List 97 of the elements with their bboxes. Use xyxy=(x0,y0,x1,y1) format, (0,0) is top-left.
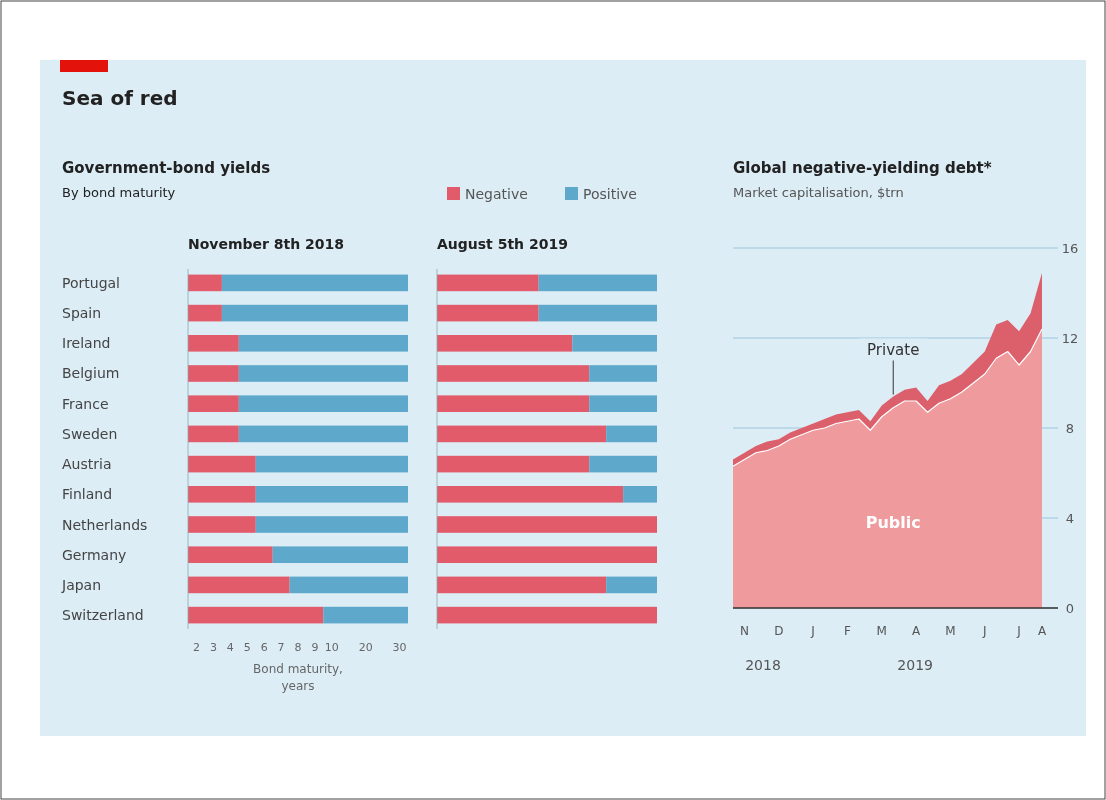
x-tick-label: M xyxy=(945,624,956,638)
bar xyxy=(437,365,590,382)
bar xyxy=(437,455,590,473)
series-label: Public xyxy=(865,512,921,532)
x-tick-label: D xyxy=(774,624,784,638)
text: 3 xyxy=(209,641,217,654)
text: Government-bond yields xyxy=(62,159,271,177)
bar xyxy=(255,486,408,503)
bar xyxy=(437,546,657,564)
bar xyxy=(437,606,657,624)
x-tick-label: A xyxy=(912,624,921,638)
y-tick-label: Spain xyxy=(62,305,102,322)
bar xyxy=(221,304,408,322)
x-tick-label: J xyxy=(1016,624,1021,638)
text: Sea of red xyxy=(62,86,178,110)
bar xyxy=(538,304,657,322)
x-tick-label: N xyxy=(739,624,749,638)
y-tick-label: 4 xyxy=(1065,511,1075,526)
bar xyxy=(437,304,539,322)
bar xyxy=(437,395,590,412)
bar xyxy=(437,334,573,352)
series-label: Private xyxy=(867,340,920,359)
bar xyxy=(572,334,657,352)
bar xyxy=(238,395,408,412)
text: 6 xyxy=(260,641,268,654)
bar xyxy=(272,546,408,564)
bar xyxy=(437,516,657,533)
y-tick-label: 0 xyxy=(1065,601,1075,616)
bar xyxy=(437,486,624,503)
chart-title: August 5th 2019 xyxy=(437,236,568,252)
bar xyxy=(238,425,408,443)
bar xyxy=(188,395,239,412)
bar xyxy=(437,576,607,594)
bar xyxy=(589,395,657,412)
text: By bond maturity xyxy=(62,185,176,200)
y-tick-label: Portugal xyxy=(62,274,120,291)
x-axis-title: Bond maturity, years xyxy=(253,662,343,693)
text: 7 xyxy=(277,641,285,654)
legend-label: Negative xyxy=(465,186,528,202)
y-tick-label: Switzerland xyxy=(62,607,144,624)
text: 2018 xyxy=(745,657,781,673)
text: 4 xyxy=(226,641,234,654)
bar xyxy=(188,365,239,382)
bar xyxy=(538,274,657,292)
y-tick-label: Sweden xyxy=(62,425,118,442)
text: 9 xyxy=(311,641,319,654)
x-tick-label: M xyxy=(876,624,887,638)
bar xyxy=(323,606,408,624)
text: 20 xyxy=(358,641,373,654)
chart-subtitle: Market capitalisation, $trn xyxy=(733,185,904,200)
text: 30 xyxy=(392,641,407,654)
x-tick-label: J xyxy=(982,624,987,638)
bar xyxy=(623,486,657,503)
bar xyxy=(221,274,408,292)
bar xyxy=(188,425,239,443)
text: 8 xyxy=(294,641,302,654)
bar xyxy=(188,334,239,352)
y-tick-label: Netherlands xyxy=(62,516,148,533)
bar xyxy=(188,274,222,292)
bar xyxy=(437,425,607,443)
bar xyxy=(238,365,408,382)
bar xyxy=(188,304,222,322)
bar xyxy=(255,455,408,473)
text: 5 xyxy=(243,641,251,654)
bar xyxy=(188,516,256,533)
x-tick-label: J xyxy=(810,624,815,638)
text: 2 xyxy=(192,641,200,654)
bar xyxy=(188,546,273,564)
bar xyxy=(188,486,256,503)
text: 10 xyxy=(324,641,339,654)
chart-title: November 8th 2018 xyxy=(188,236,345,252)
bar xyxy=(606,576,657,594)
y-tick-label: 8 xyxy=(1065,421,1075,436)
bar xyxy=(188,455,256,473)
y-tick-label: Austria xyxy=(62,456,112,473)
y-tick-label: 16 xyxy=(1061,241,1079,256)
y-tick-label: Ireland xyxy=(62,335,111,352)
x-tick-label: A xyxy=(1037,624,1047,638)
text: 2019 xyxy=(897,657,933,673)
y-tick-label: 12 xyxy=(1061,331,1079,346)
y-tick-label: Finland xyxy=(62,486,113,503)
bar xyxy=(606,425,657,443)
bar xyxy=(589,365,657,382)
bar xyxy=(238,334,408,352)
bar xyxy=(437,274,539,292)
chart-title: Global negative-yielding debt* xyxy=(733,159,992,177)
bar xyxy=(188,606,324,624)
x-tick-label: F xyxy=(843,624,851,638)
bar xyxy=(289,576,408,594)
bar xyxy=(255,516,408,533)
y-tick-label: Germany xyxy=(62,546,127,563)
y-tick-label: Japan xyxy=(61,576,102,593)
y-tick-label: Belgium xyxy=(62,365,120,382)
legend-label: Positive xyxy=(583,186,637,202)
bar xyxy=(589,455,657,473)
y-tick-label: France xyxy=(62,395,109,412)
bar xyxy=(188,576,290,594)
